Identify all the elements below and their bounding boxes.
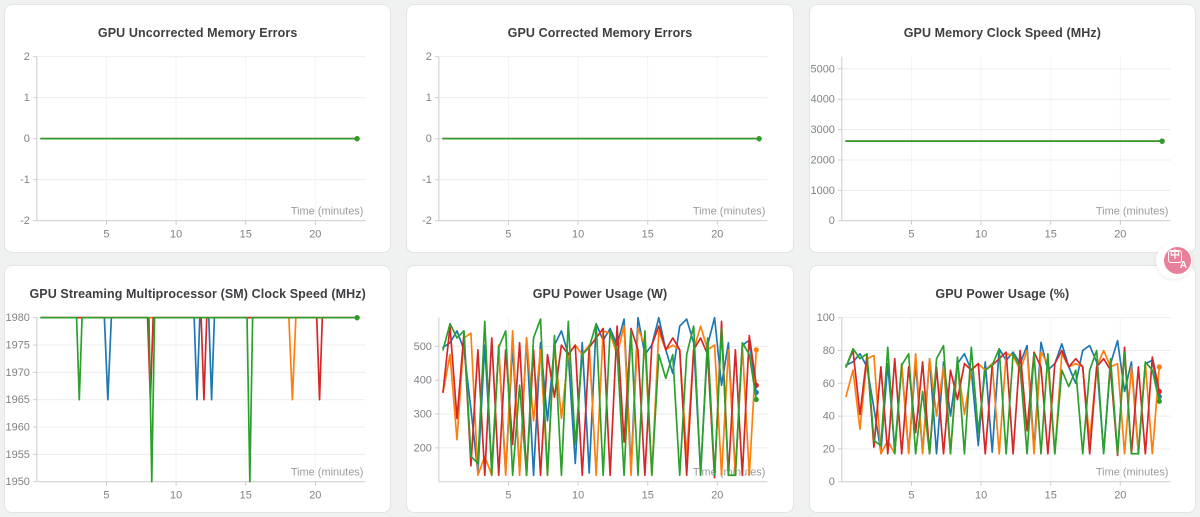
y-tick-label: 80 bbox=[822, 344, 834, 356]
x-axis-title: Time (minutes) bbox=[291, 466, 364, 478]
y-tick-label: 40 bbox=[822, 410, 834, 422]
x-tick-label: 20 bbox=[1114, 229, 1126, 241]
y-tick-label: 1955 bbox=[6, 448, 30, 460]
chart-panel-sm-clock-speed: GPU Streaming Multiprocessor (SM) Clock … bbox=[4, 264, 392, 513]
x-axis-title: Time (minutes) bbox=[1096, 206, 1169, 218]
y-tick-label: 0 bbox=[24, 133, 30, 145]
x-tick-label: 10 bbox=[170, 489, 182, 501]
y-tick-label: 3000 bbox=[810, 124, 834, 136]
y-tick-label: 4000 bbox=[810, 94, 834, 106]
chart-panel-memory-clock-speed: GPU Memory Clock Speed (MHz) 0 1000 2000 30… bbox=[808, 4, 1196, 253]
y-tick-label: 20 bbox=[822, 443, 834, 455]
y-tick-label: 1 bbox=[426, 92, 432, 104]
chart-title: GPU Corrected Memory Errors bbox=[507, 26, 693, 40]
x-tick-label: 5 bbox=[908, 229, 914, 241]
chart-canvas: -2 -1 0 1 2 5 10 15 20 Time (minutes) bbox=[422, 51, 768, 241]
y-tick-label: 1975 bbox=[6, 339, 30, 351]
y-tick-label: 0 bbox=[828, 215, 834, 227]
series-line-gpu-3 bbox=[40, 316, 358, 483]
series-line-gpu-3 bbox=[442, 317, 758, 476]
y-tick-label: 500 bbox=[414, 340, 432, 352]
x-tick-label: 5 bbox=[506, 229, 512, 241]
y-tick-label: -1 bbox=[20, 174, 30, 186]
x-tick-label: 20 bbox=[712, 229, 724, 241]
chart-title: GPU Memory Clock Speed (MHz) bbox=[903, 26, 1101, 40]
y-tick-label: 200 bbox=[414, 442, 432, 454]
x-tick-label: 10 bbox=[572, 489, 584, 501]
series-end-marker-gpu-3 bbox=[1159, 138, 1165, 144]
x-tick-label: 15 bbox=[642, 489, 654, 501]
series-end-marker-gpu-3 bbox=[354, 136, 360, 142]
x-tick-label: 15 bbox=[1044, 229, 1056, 241]
series-end-marker-gpu-3 bbox=[756, 136, 762, 142]
x-axis-title: Time (minutes) bbox=[1096, 466, 1169, 478]
y-tick-label: -2 bbox=[422, 215, 432, 227]
y-tick-label: 2000 bbox=[810, 154, 834, 166]
series-line-gpu-3 bbox=[844, 344, 1160, 455]
y-tick-label: 100 bbox=[816, 312, 834, 324]
x-tick-label: 15 bbox=[642, 229, 654, 241]
y-tick-label: 1000 bbox=[810, 185, 834, 197]
y-tick-label: 2 bbox=[24, 51, 30, 63]
x-tick-label: 5 bbox=[103, 229, 109, 241]
chart-panel-corrected-memory-errors: GPU Corrected Memory Errors -2 -1 0 1 2 5 10 15… bbox=[406, 4, 794, 253]
y-tick-label: 0 bbox=[828, 476, 834, 488]
x-tick-label: 10 bbox=[170, 229, 182, 241]
translate-icon: 中 A bbox=[1164, 247, 1191, 274]
x-axis-title: Time (minutes) bbox=[291, 206, 364, 218]
translate-extension-button[interactable]: 中 A bbox=[1156, 241, 1200, 281]
translate-icon-target-glyph: A bbox=[1179, 260, 1187, 271]
y-tick-label: 5000 bbox=[810, 63, 834, 75]
y-tick-label: 60 bbox=[822, 377, 834, 389]
y-tick-label: 0 bbox=[426, 133, 432, 145]
chart-canvas: 0 1000 2000 3000 4000 5000 5 10 15 20 Time (minute… bbox=[810, 56, 1171, 241]
y-tick-label: 1960 bbox=[6, 421, 30, 433]
x-tick-label: 15 bbox=[240, 489, 252, 501]
x-tick-label: 10 bbox=[572, 229, 584, 241]
x-tick-label: 10 bbox=[975, 229, 987, 241]
x-axis-title: Time (minutes) bbox=[693, 206, 766, 218]
x-tick-label: 20 bbox=[1114, 489, 1126, 501]
chart-title: GPU Power Usage (%) bbox=[935, 286, 1070, 301]
series-end-marker-gpu-1 bbox=[754, 346, 760, 352]
x-tick-label: 15 bbox=[240, 229, 252, 241]
x-tick-label: 20 bbox=[309, 229, 321, 241]
y-tick-label: 1 bbox=[24, 92, 30, 104]
chart-canvas: -2 -1 0 1 2 5 10 15 20 Time (minutes) bbox=[20, 51, 366, 241]
y-tick-label: 1980 bbox=[6, 312, 30, 324]
series-end-marker-gpu-1 bbox=[1156, 363, 1162, 369]
y-tick-label: 300 bbox=[414, 408, 432, 420]
x-tick-label: 10 bbox=[975, 489, 987, 501]
y-tick-label: 1950 bbox=[6, 476, 30, 488]
y-tick-label: -1 bbox=[422, 174, 432, 186]
x-tick-label: 15 bbox=[1044, 489, 1056, 501]
x-tick-label: 20 bbox=[712, 489, 724, 501]
x-tick-label: 20 bbox=[309, 489, 321, 501]
chart-title: GPU Streaming Multiprocessor (SM) Clock … bbox=[29, 286, 366, 301]
chart-title: GPU Power Usage (W) bbox=[532, 286, 668, 301]
y-tick-label: 2 bbox=[426, 51, 432, 63]
x-tick-label: 5 bbox=[506, 489, 512, 501]
y-tick-label: -2 bbox=[20, 215, 30, 227]
y-tick-label: 400 bbox=[414, 374, 432, 386]
chart-canvas: 1950 1955 1960 1965 1970 1975 1980 5 10 15 20 Time … bbox=[6, 312, 366, 501]
series-end-marker-gpu-3 bbox=[754, 396, 760, 402]
series-end-marker-gpu-3 bbox=[354, 314, 360, 320]
y-tick-label: 1965 bbox=[6, 394, 30, 406]
chart-panel-power-usage-watts: GPU Power Usage (W) 200 300 400 500 5 10 15 20 T… bbox=[406, 264, 794, 513]
series-end-marker-gpu-3 bbox=[1156, 398, 1162, 404]
series-line-gpu-0 bbox=[40, 316, 358, 401]
translate-icon-source-glyph: 中 bbox=[1168, 250, 1182, 263]
chart-title: GPU Uncorrected Memory Errors bbox=[97, 26, 298, 40]
chart-panel-uncorrected-memory-errors: GPU Uncorrected Memory Errors -2 -1 0 1 2 5 10… bbox=[4, 4, 392, 253]
chart-panel-power-usage-percent: GPU Power Usage (%) 0 20 40 60 80 100 5 10 15 20 T… bbox=[808, 264, 1196, 513]
x-tick-label: 5 bbox=[103, 489, 109, 501]
y-tick-label: 1970 bbox=[6, 366, 30, 378]
chart-canvas: 0 20 40 60 80 100 5 10 15 20 Time (minutes) bbox=[816, 312, 1171, 501]
x-tick-label: 5 bbox=[908, 489, 914, 501]
